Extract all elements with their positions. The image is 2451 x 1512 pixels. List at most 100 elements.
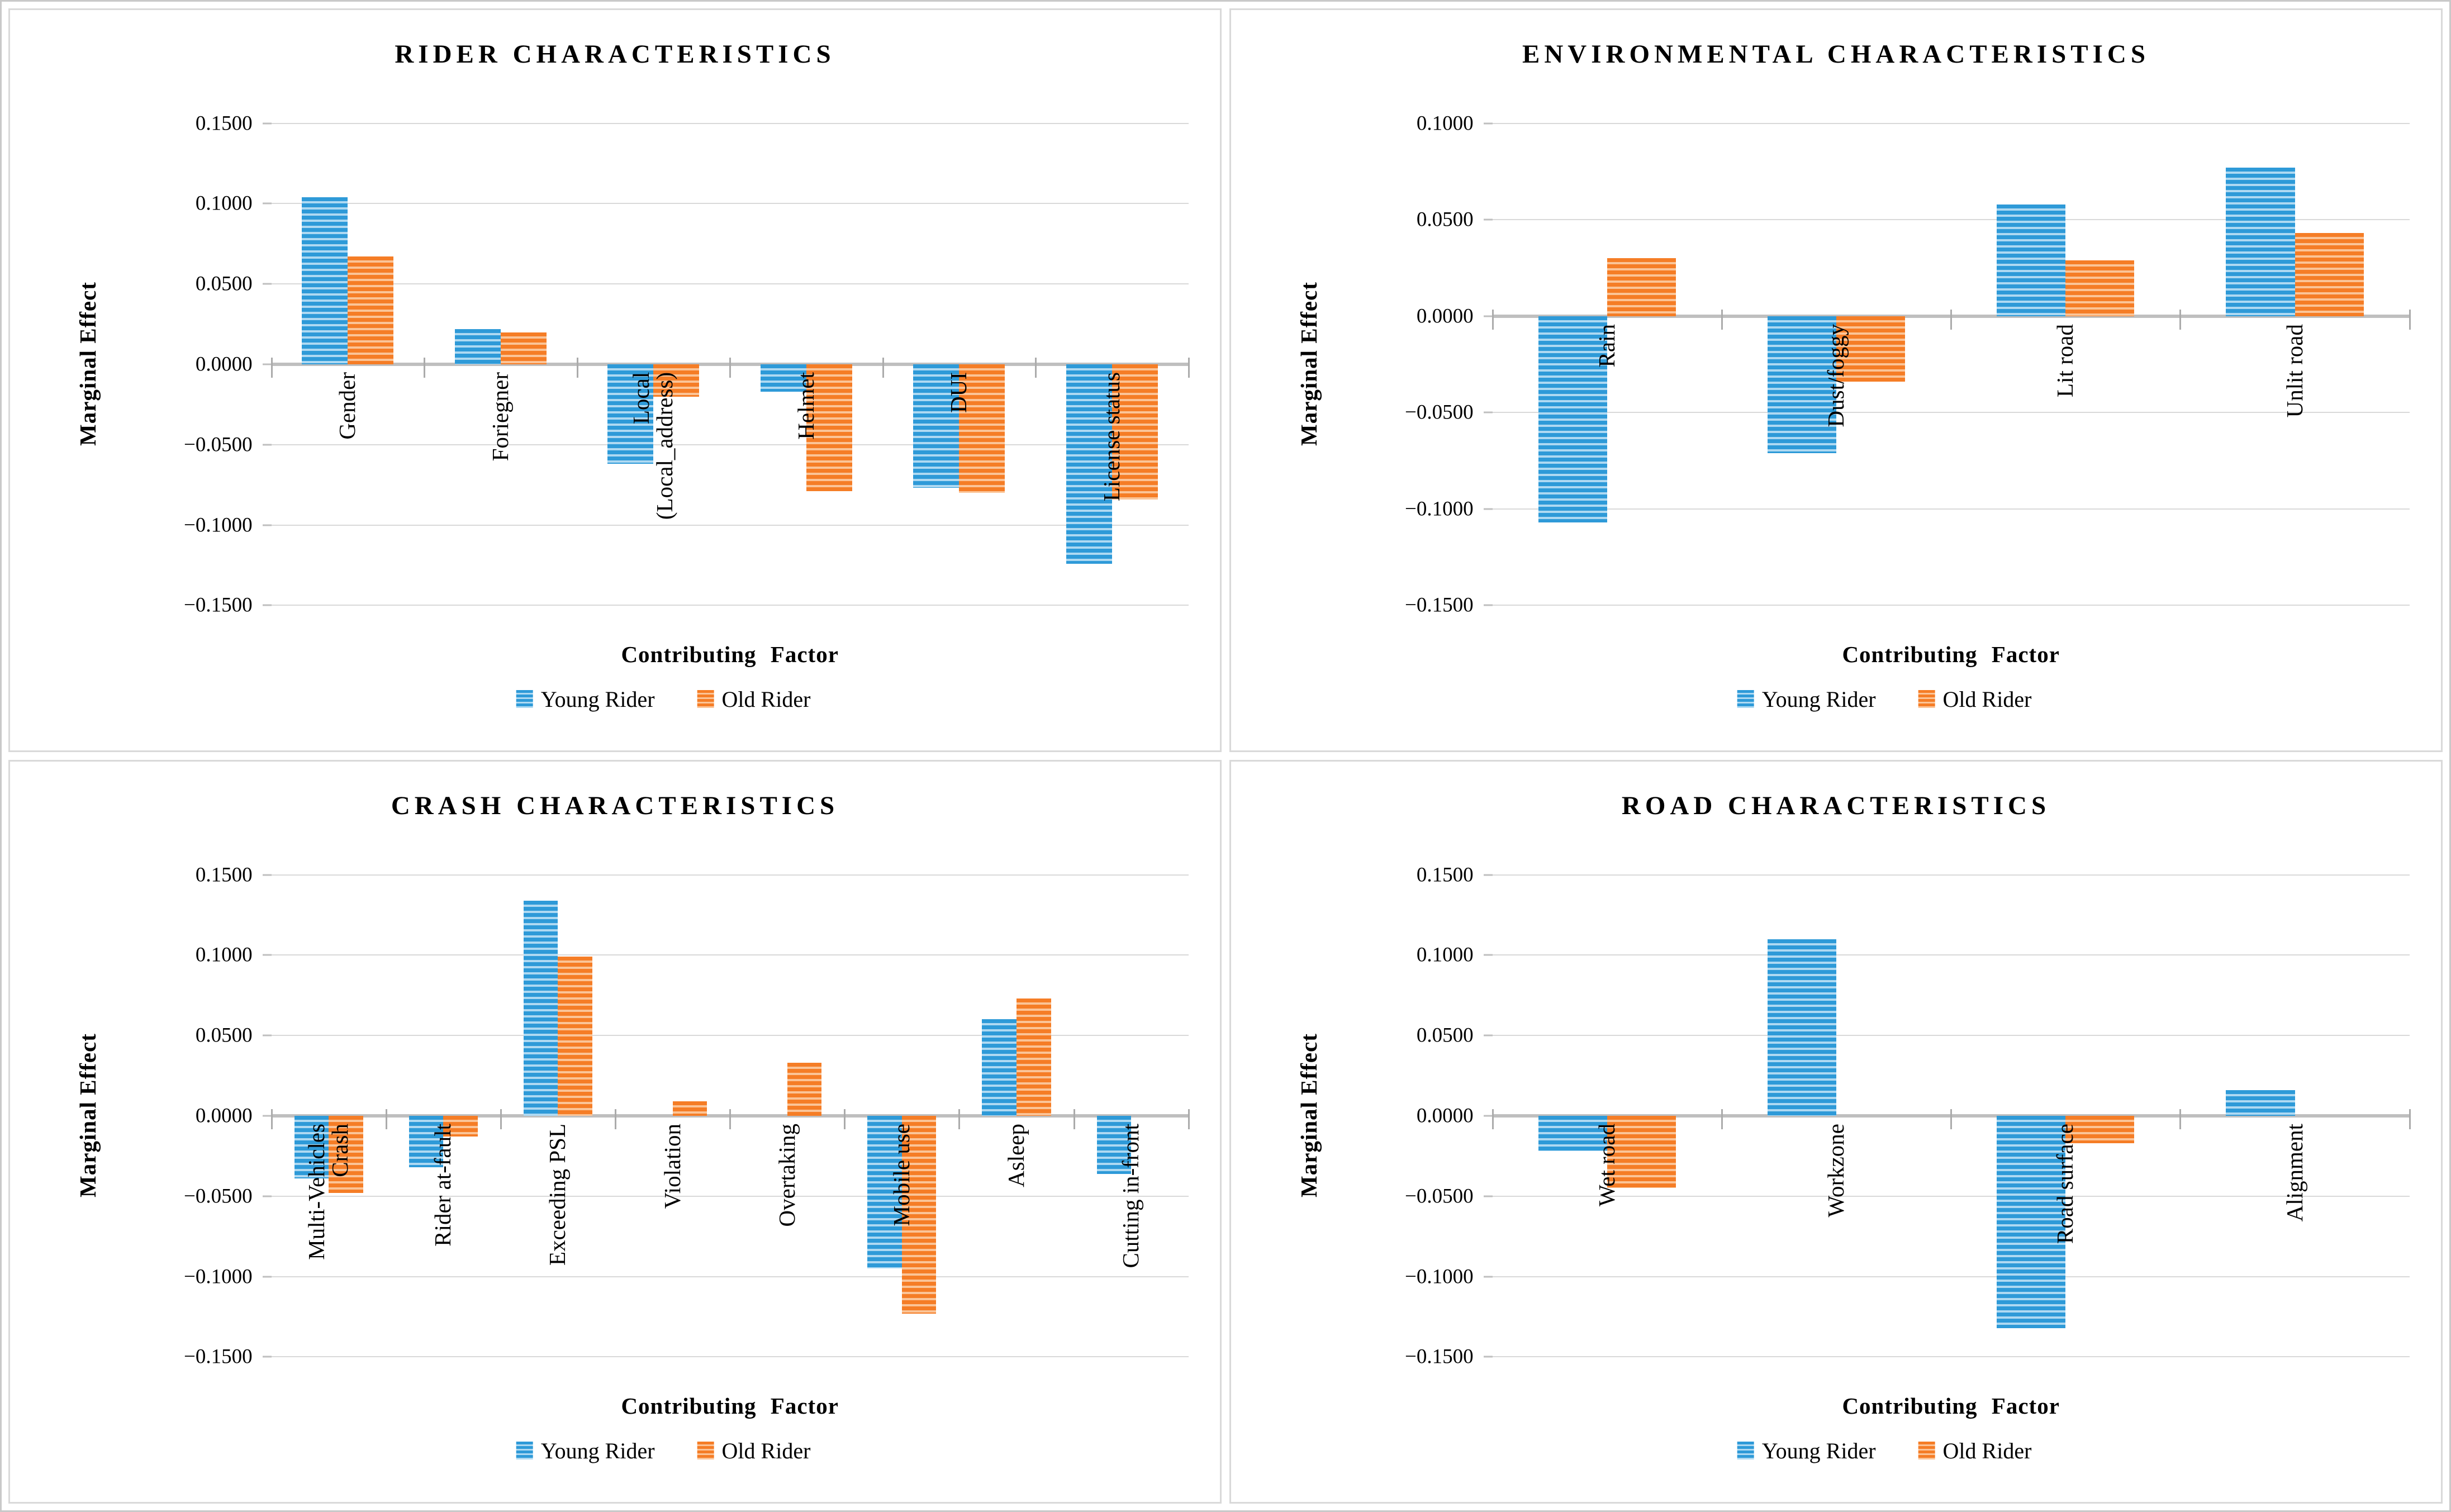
chart-title: ROAD CHARACTERISTICS bbox=[1621, 791, 2051, 820]
y-tick-mark bbox=[1483, 1115, 1493, 1117]
x-tick-mark bbox=[1721, 1109, 1723, 1129]
y-tick-label: 0.1500 bbox=[195, 112, 253, 135]
y-tick-label: 0.1000 bbox=[1416, 112, 1474, 135]
category-label: Gender bbox=[334, 372, 360, 440]
y-tick-label: −0.1500 bbox=[1405, 593, 1474, 617]
bar-young-rider bbox=[454, 329, 501, 364]
y-tick-mark bbox=[1483, 604, 1493, 606]
y-tick-mark bbox=[1483, 1034, 1493, 1036]
x-tick-mark bbox=[844, 1109, 846, 1129]
gridline bbox=[271, 444, 1189, 445]
gridline bbox=[271, 524, 1189, 526]
y-tick-label: −0.1000 bbox=[1405, 1265, 1474, 1288]
y-tick-mark bbox=[262, 444, 272, 446]
x-tick-mark bbox=[385, 1109, 387, 1129]
x-tick-mark bbox=[882, 358, 884, 378]
y-tick-mark bbox=[262, 1034, 272, 1036]
category-label: Mobile use bbox=[888, 1124, 914, 1226]
bar-old-rider bbox=[1016, 999, 1051, 1116]
x-axis-title: Contributing Factor bbox=[1842, 641, 2060, 667]
bar-young-rider bbox=[302, 197, 348, 364]
y-tick-mark bbox=[262, 1195, 272, 1197]
category-label: DUI bbox=[946, 372, 972, 413]
y-tick-mark bbox=[262, 202, 272, 205]
x-tick-mark bbox=[1492, 309, 1494, 330]
gridline bbox=[271, 1356, 1189, 1358]
y-tick-label: 0.1500 bbox=[1416, 863, 1474, 887]
x-tick-mark bbox=[1073, 1109, 1075, 1129]
legend-item: Young Rider bbox=[1737, 1438, 1876, 1464]
category-label: Unlit road bbox=[2281, 324, 2307, 418]
gridline bbox=[1492, 219, 2410, 221]
y-tick-label: −0.1000 bbox=[1405, 497, 1474, 521]
gridline bbox=[271, 1195, 1189, 1197]
y-tick-mark bbox=[1483, 1356, 1493, 1358]
legend-label: Old Rider bbox=[1942, 686, 2032, 712]
bar-old-rider bbox=[806, 364, 852, 492]
x-tick-mark bbox=[729, 358, 732, 378]
bar-young-rider bbox=[760, 364, 806, 392]
y-tick-mark bbox=[1483, 954, 1493, 956]
chart-title: CRASH CHARACTERISTICS bbox=[391, 791, 839, 820]
bar-young-rider bbox=[1767, 316, 1837, 453]
category-label: Lit road bbox=[2052, 324, 2078, 397]
y-tick-mark bbox=[1483, 508, 1493, 510]
category-label: Violation bbox=[659, 1124, 685, 1209]
chart-panel-crash: CRASH CHARACTERISTICS Marginal Effect Co… bbox=[8, 760, 1222, 1504]
category-label: Overtaking bbox=[773, 1124, 800, 1227]
x-tick-mark bbox=[424, 358, 426, 378]
x-tick-mark bbox=[2409, 1109, 2411, 1129]
x-tick-mark bbox=[270, 1109, 273, 1129]
category-label: Road surface bbox=[2052, 1124, 2078, 1244]
legend-label: Old Rider bbox=[1942, 1438, 2032, 1463]
legend-label: Old Rider bbox=[721, 1438, 811, 1463]
legend-swatch-old bbox=[1918, 690, 1935, 709]
chart-panel-environmental: ENVIRONMENTAL CHARACTERISTICS Marginal E… bbox=[1229, 8, 2443, 752]
y-tick-mark bbox=[1483, 411, 1493, 413]
x-tick-mark bbox=[1188, 358, 1190, 378]
bar-old-rider bbox=[653, 364, 700, 397]
y-tick-label: −0.1000 bbox=[184, 1265, 253, 1288]
x-tick-mark bbox=[729, 1109, 732, 1129]
y-tick-mark bbox=[262, 1356, 272, 1358]
gridline bbox=[271, 605, 1189, 606]
chart-title: RIDER CHARACTERISTICS bbox=[395, 40, 835, 69]
gridline bbox=[1492, 1276, 2410, 1277]
gridline bbox=[271, 1276, 1189, 1277]
category-label: License status bbox=[1099, 372, 1125, 502]
x-tick-mark bbox=[1492, 1109, 1494, 1129]
category-label: Wet road bbox=[1593, 1124, 1619, 1207]
category-label: Dust/foggy bbox=[1823, 324, 1849, 427]
y-tick-label: −0.0500 bbox=[184, 1185, 253, 1208]
legend-item: Young Rider bbox=[516, 1438, 655, 1464]
bar-old-rider bbox=[558, 957, 592, 1116]
y-tick-label: −0.1000 bbox=[184, 513, 253, 537]
category-label: Alignment bbox=[2281, 1124, 2307, 1222]
chart-panel-rider: RIDER CHARACTERISTICS Marginal Effect Co… bbox=[8, 8, 1222, 752]
legend-label: Young Rider bbox=[540, 1438, 655, 1463]
category-label: Multi-Vehicles Crash bbox=[303, 1124, 353, 1260]
legend-item: Old Rider bbox=[697, 686, 810, 712]
bar-young-rider bbox=[1066, 364, 1112, 564]
bar-old-rider bbox=[1607, 258, 1676, 316]
gridline bbox=[271, 1035, 1189, 1036]
x-tick-mark bbox=[1188, 1109, 1190, 1129]
legend-swatch-young bbox=[1737, 690, 1754, 709]
x-tick-mark bbox=[2179, 309, 2182, 330]
y-tick-label: 0.0500 bbox=[1416, 208, 1474, 231]
y-tick-label: −0.0500 bbox=[184, 433, 253, 457]
bar-young-rider bbox=[607, 364, 654, 464]
x-tick-mark bbox=[958, 1109, 961, 1129]
bar-old-rider bbox=[959, 364, 1005, 493]
legend-item: Old Rider bbox=[1918, 686, 2032, 712]
gridline bbox=[1492, 412, 2410, 413]
bar-young-rider bbox=[913, 364, 960, 488]
category-label: Asleep bbox=[1003, 1124, 1029, 1187]
y-tick-label: 0.0500 bbox=[195, 1024, 253, 1047]
bar-young-rider bbox=[408, 1116, 444, 1167]
y-tick-mark bbox=[262, 363, 272, 365]
bar-old-rider bbox=[1112, 364, 1158, 500]
bar-young-rider bbox=[982, 1019, 1016, 1116]
legend-label: Young Rider bbox=[1761, 686, 1876, 712]
x-tick-mark bbox=[500, 1109, 502, 1129]
